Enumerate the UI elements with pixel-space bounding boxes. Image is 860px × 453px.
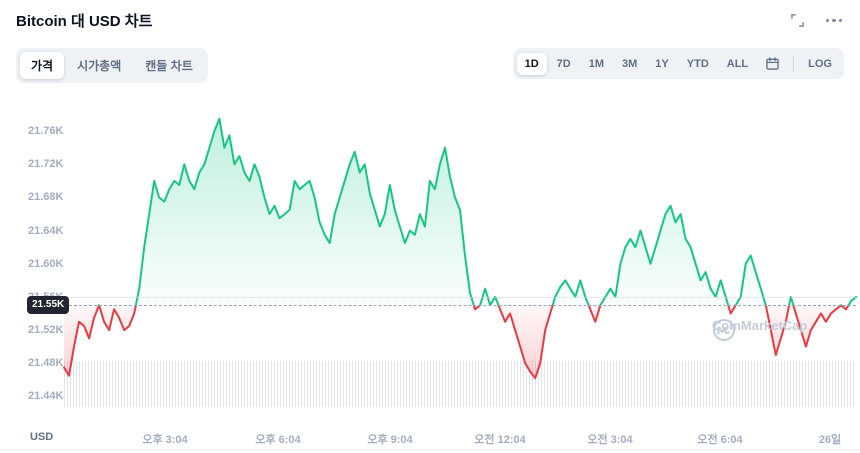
range-button-1m[interactable]: 1M xyxy=(581,53,612,75)
y-axis-label: 21.72K xyxy=(28,158,64,170)
coinmarketcap-logo-icon xyxy=(713,319,735,341)
x-axis-label: 오전 3:04 xyxy=(587,434,633,446)
range-button-all[interactable]: ALL xyxy=(719,53,756,75)
currency-label: USD xyxy=(30,431,54,443)
header-actions xyxy=(789,12,845,29)
fullscreen-icon xyxy=(790,14,804,27)
current-price-badge: 21.55K xyxy=(27,296,70,314)
calendar-button[interactable] xyxy=(758,52,787,75)
range-button-ytd[interactable]: YTD xyxy=(679,53,717,75)
more-options-button[interactable] xyxy=(824,17,845,25)
volume-strip xyxy=(64,361,856,407)
fullscreen-button[interactable] xyxy=(789,12,806,29)
y-axis-label: 21.52K xyxy=(28,324,64,336)
x-axis-label: 오후 6:04 xyxy=(255,434,301,446)
chart-view-tabs: 가격 시가총액 캔들 차트 xyxy=(16,48,208,83)
watermark: CoinMarketCap xyxy=(712,318,808,341)
tab-price[interactable]: 가격 xyxy=(20,52,65,79)
range-button-1d[interactable]: 1D xyxy=(516,52,547,75)
page-title: Bitcoin 대 USD 차트 xyxy=(16,13,153,30)
price-chart-area[interactable]: CoinMarketCap xyxy=(63,98,857,413)
time-range-controls: 1D 7D 1M 3M 1Y YTD ALL LOG xyxy=(512,48,844,79)
x-axis-label: 오전 6:04 xyxy=(697,434,743,446)
x-axis-label: 오전 12:04 xyxy=(474,434,526,446)
tab-market-cap[interactable]: 시가총액 xyxy=(66,52,132,79)
y-axis-label: 21.76K xyxy=(28,125,64,137)
tab-candle-chart[interactable]: 캔들 차트 xyxy=(134,52,204,79)
x-axis-label: 오후 9:04 xyxy=(367,434,413,446)
x-axis-label: 26일 xyxy=(818,434,842,446)
range-button-7d[interactable]: 7D xyxy=(549,53,579,75)
more-options-icon xyxy=(825,18,842,23)
price-line-chart[interactable] xyxy=(63,98,857,413)
chart-header: Bitcoin 대 USD 차트 xyxy=(16,10,844,31)
y-axis-label: 21.64K xyxy=(28,225,64,237)
log-scale-button[interactable]: LOG xyxy=(800,53,840,75)
range-button-1y[interactable]: 1Y xyxy=(647,53,676,75)
gridline-dotted xyxy=(64,296,856,298)
x-axis-label: 오후 3:04 xyxy=(142,434,188,446)
calendar-icon xyxy=(766,57,779,70)
y-axis-label: 21.60K xyxy=(28,258,64,270)
controls-divider xyxy=(793,55,795,72)
y-axis-label: 21.44K xyxy=(28,390,64,402)
current-price-line xyxy=(64,305,856,307)
y-axis-label: 21.48K xyxy=(28,357,64,369)
range-button-3m[interactable]: 3M xyxy=(614,53,645,75)
y-axis-label: 21.68K xyxy=(28,191,64,203)
watermark-text: CoinMarketCap xyxy=(712,318,808,333)
bottom-divider xyxy=(0,449,860,450)
chart-toolbar: 가격 시가총액 캔들 차트 1D 7D 1M 3M 1Y YTD ALL LOG xyxy=(16,48,844,83)
